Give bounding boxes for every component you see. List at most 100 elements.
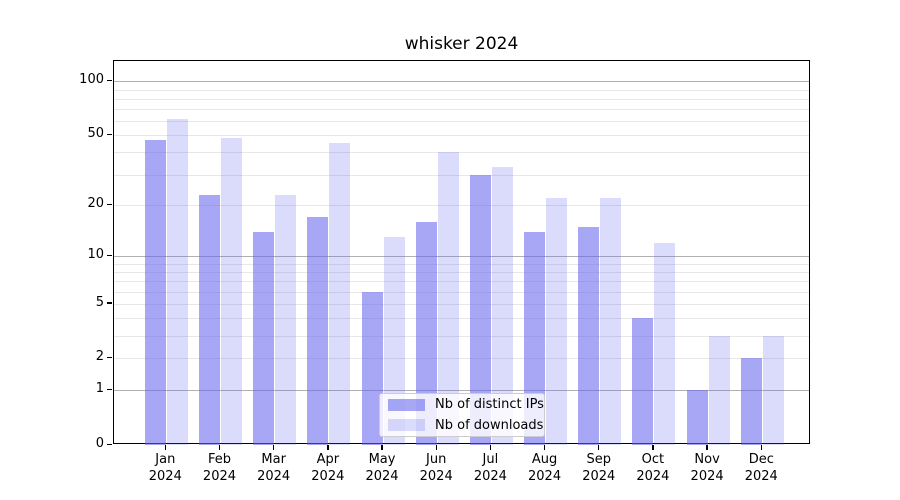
gridline-minor-9 [114,263,809,265]
x-tick-month: May [368,452,396,467]
bar-distinct-ips-feb [198,194,220,445]
x-tick-year: 2024 [690,469,724,484]
x-tick-label-jul: Jul 2024 [460,451,520,485]
x-tick-year: 2024 [365,469,399,484]
x-tick-year: 2024 [148,469,182,484]
y-tick-mark-2 [107,356,112,359]
x-tick-label-sep: Sep 2024 [569,451,629,485]
gridline-minor-20 [114,205,809,207]
x-tick-year: 2024 [473,469,507,484]
x-tick-label-feb: Feb 2024 [189,451,249,485]
bar-distinct-ips-sep [578,226,600,445]
x-tick-label-oct: Oct 2024 [623,451,683,485]
x-tick-label-aug: Aug 2024 [515,451,575,485]
bar-distinct-ips-dec [740,358,762,445]
legend-label-distinct-ips: Nb of distinct IPs [435,397,544,413]
gridline-minor-8 [114,271,809,273]
x-tick-month: Nov [694,452,720,467]
x-tick-mark-aug [543,445,546,450]
x-tick-year: 2024 [744,469,778,484]
x-tick-month: Jul [482,452,499,467]
bar-distinct-ips-jun [415,221,437,445]
x-tick-year: 2024 [528,469,562,484]
x-tick-label-may: May 2024 [352,451,412,485]
y-tick-mark-100 [107,79,112,82]
chart-title: whisker 2024 [404,34,519,54]
gridline-minor-60 [114,121,809,123]
x-tick-mark-sep [598,445,600,450]
gridline-major-1 [114,390,809,392]
legend-swatch-distinct-ips [388,398,425,411]
x-tick-year: 2024 [636,469,670,484]
x-tick-mark-apr [327,445,329,450]
gridline-minor-80 [114,98,809,100]
x-tick-month: Apr [316,452,340,467]
x-tick-mark-jul [489,445,492,450]
x-tick-mark-jun [435,445,437,450]
y-tick-label-50: 50 [87,126,104,142]
bar-downloads-oct [654,242,676,445]
legend: Nb of distinct IPs Nb of downloads [379,393,545,437]
bar-downloads-apr [329,143,351,445]
y-tick-mark-5 [107,302,112,304]
gridline-minor-7 [114,281,809,283]
x-tick-mark-feb [218,445,221,450]
gridline-minor-3 [114,335,809,337]
legend-label-downloads: Nb of downloads [435,417,544,433]
x-tick-label-mar: Mar 2024 [244,451,304,485]
x-tick-label-jan: Jan 2024 [135,451,195,485]
y-tick-label-100: 100 [79,72,104,88]
y-tick-label-1: 1 [95,381,104,397]
legend-item-downloads: Nb of downloads [388,417,543,435]
plot-area: Nb of distinct IPs Nb of downloads [113,60,810,445]
x-tick-mark-mar [272,445,275,450]
bar-distinct-ips-jul [469,174,491,445]
gridline-minor-40 [114,152,809,154]
x-tick-mark-dec [760,445,762,450]
gridline-minor-2 [114,358,809,360]
x-tick-label-nov: Nov 2024 [677,451,737,485]
gridline-minor-6 [114,291,809,293]
gridline-minor-90 [114,89,809,91]
x-tick-month: Mar [261,452,286,467]
bar-distinct-ips-jan [144,140,166,445]
x-tick-year: 2024 [582,469,616,484]
gridline-major-10 [114,256,809,258]
bar-distinct-ips-oct [632,318,654,445]
y-tick-mark-20 [107,203,112,206]
x-tick-mark-jan [164,445,166,450]
bar-downloads-mar [275,194,297,445]
legend-swatch-downloads [388,419,425,432]
gridline-minor-70 [114,109,809,111]
x-tick-month: Jan [155,452,176,467]
gridline-minor-4 [114,318,809,320]
x-tick-mark-oct [652,445,654,450]
bar-downloads-aug [546,198,568,445]
y-tick-label-0: 0 [95,436,104,451]
bar-downloads-feb [220,138,242,445]
x-tick-label-dec: Dec 2024 [731,451,791,485]
gridline-minor-5 [114,303,809,305]
y-tick-mark-0 [107,443,112,445]
gridline-major-100 [114,81,809,83]
x-tick-year: 2024 [419,469,453,484]
bar-distinct-ips-nov [686,390,708,445]
x-tick-label-jun: Jun 2024 [406,451,466,485]
bar-distinct-ips-apr [307,217,329,445]
y-tick-mark-1 [107,388,112,391]
bar-distinct-ips-mar [253,231,275,445]
x-tick-label-apr: Apr 2024 [298,451,358,485]
x-tick-mark-nov [706,445,708,450]
legend-item-distinct-ips: Nb of distinct IPs [388,396,544,414]
x-tick-month: Sep [586,452,611,467]
y-tick-label-20: 20 [87,196,104,212]
y-tick-label-2: 2 [95,349,104,365]
bar-downloads-dec [762,335,784,445]
gridline-minor-30 [114,174,809,176]
y-tick-label-10: 10 [87,247,104,263]
x-tick-year: 2024 [202,469,237,484]
bar-downloads-jul [491,167,513,445]
bar-downloads-sep [600,198,622,445]
x-tick-month: Dec [748,452,774,467]
